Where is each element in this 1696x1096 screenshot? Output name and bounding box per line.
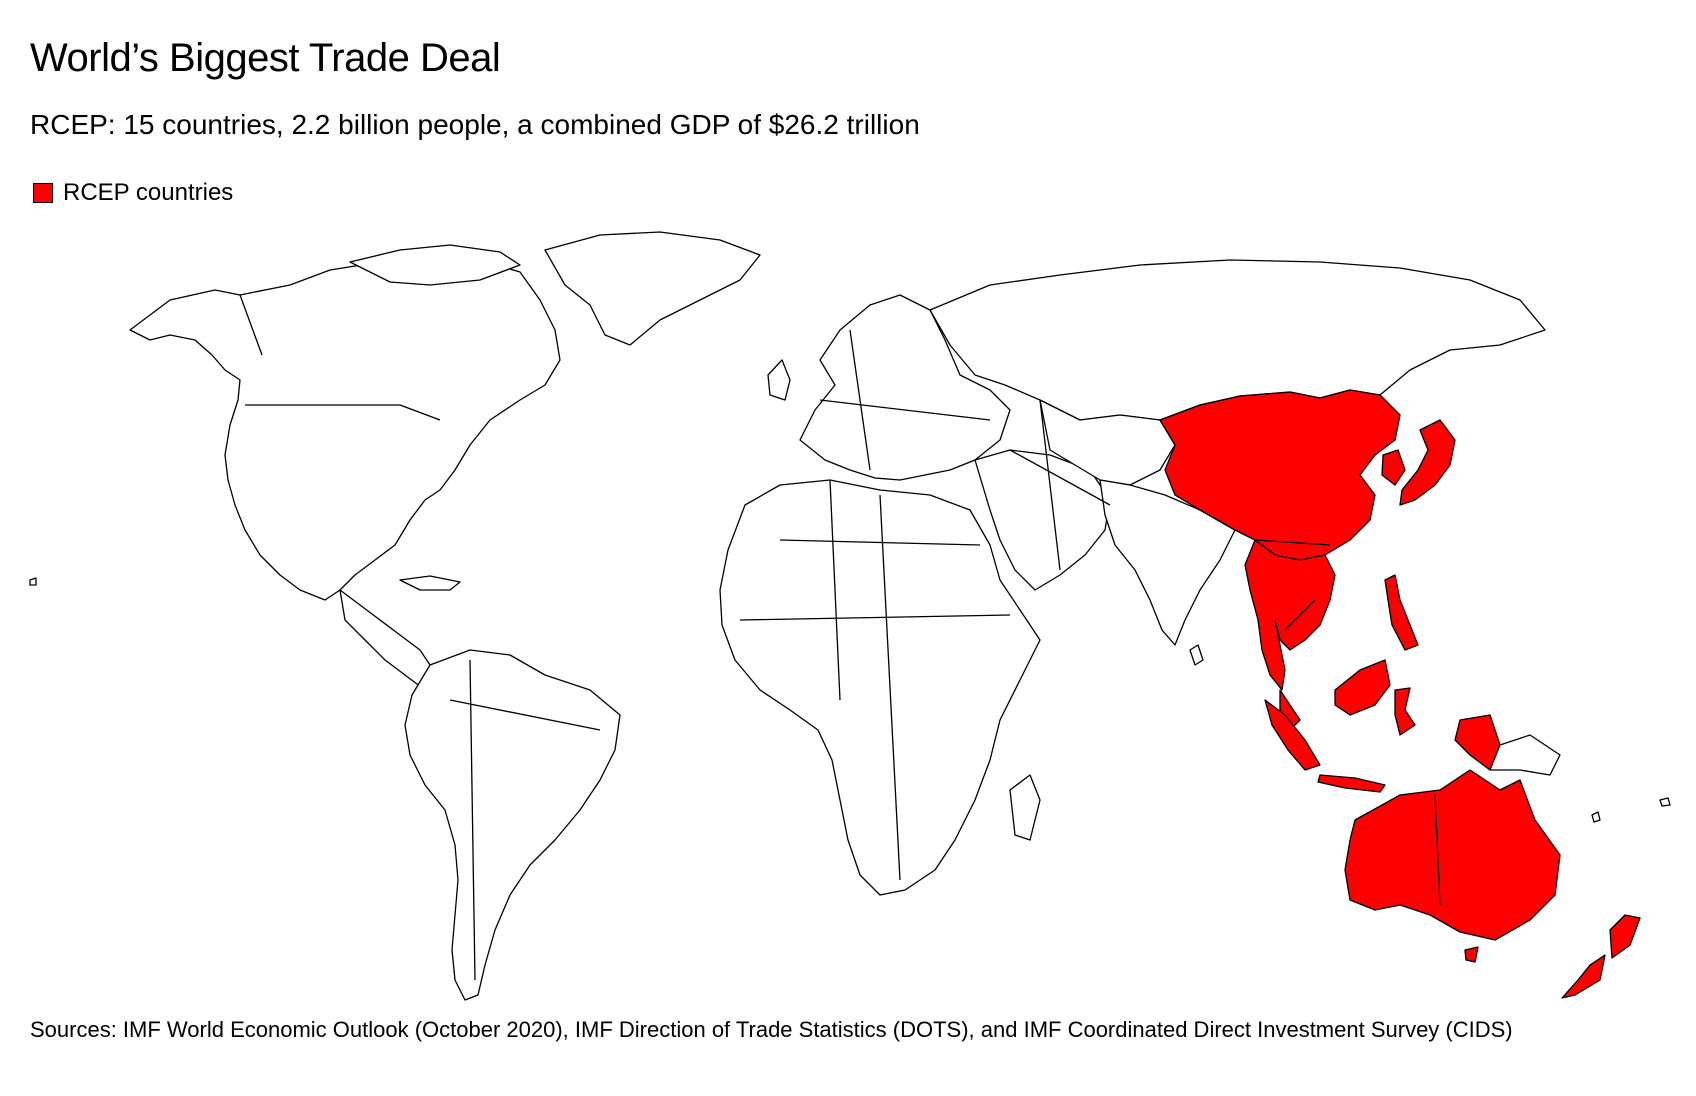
papua-new-guinea bbox=[1489, 734, 1561, 776]
region-borneo bbox=[1334, 659, 1391, 716]
region-new-zealand bbox=[1561, 914, 1641, 999]
north-america bbox=[129, 254, 561, 601]
region-australia bbox=[1344, 769, 1561, 941]
border-africa-1 bbox=[779, 539, 981, 546]
madagascar bbox=[1009, 774, 1041, 841]
border-africa-4 bbox=[879, 494, 901, 881]
border-us-canada bbox=[245, 404, 441, 421]
region-mainland-southeast-asia bbox=[1244, 539, 1336, 691]
border-sa-2 bbox=[469, 659, 476, 981]
region-philippines bbox=[1384, 574, 1419, 651]
region-java bbox=[1317, 774, 1386, 793]
border-china-1 bbox=[1254, 539, 1331, 546]
africa bbox=[719, 479, 1041, 896]
pacific-islands bbox=[29, 577, 1671, 823]
border-europe-1 bbox=[849, 329, 871, 471]
border-asia-1 bbox=[1039, 399, 1061, 571]
south-america bbox=[404, 649, 621, 1001]
border-europe-2 bbox=[819, 399, 991, 421]
europe bbox=[799, 294, 1011, 481]
india bbox=[1099, 479, 1236, 646]
legend-label: RCEP countries bbox=[63, 179, 234, 206]
legend-swatch bbox=[33, 183, 53, 203]
border-china-2 bbox=[1284, 599, 1316, 631]
uk bbox=[767, 359, 791, 401]
chart-subtitle: RCEP: 15 countries, 2.2 billion people, … bbox=[30, 109, 920, 140]
chart-title: World’s Biggest Trade Deal bbox=[30, 36, 501, 80]
border-alaska bbox=[239, 294, 263, 356]
arctic-islands bbox=[349, 244, 521, 286]
legend: RCEP countries bbox=[33, 179, 233, 207]
border-sa-1 bbox=[449, 699, 601, 731]
border-asia-2 bbox=[1009, 449, 1111, 506]
region-china bbox=[1159, 389, 1401, 561]
region-malaysia bbox=[1279, 689, 1301, 729]
region-south-korea bbox=[1381, 449, 1406, 486]
sri-lanka bbox=[1189, 644, 1204, 666]
source-note: Sources: IMF World Economic Outlook (Oct… bbox=[30, 1017, 1513, 1042]
middle-east bbox=[974, 449, 1111, 591]
region-japan bbox=[1399, 419, 1456, 506]
region-sulawesi bbox=[1394, 687, 1416, 736]
border-africa-2 bbox=[829, 479, 841, 701]
greenland bbox=[544, 231, 761, 346]
region-tasmania bbox=[1464, 946, 1479, 963]
world-map bbox=[29, 231, 1671, 1001]
caribbean bbox=[399, 575, 461, 591]
border-australia bbox=[1434, 794, 1441, 906]
border-africa-3 bbox=[739, 614, 1011, 621]
region-sumatra bbox=[1264, 699, 1321, 771]
central-asia bbox=[1039, 399, 1176, 486]
